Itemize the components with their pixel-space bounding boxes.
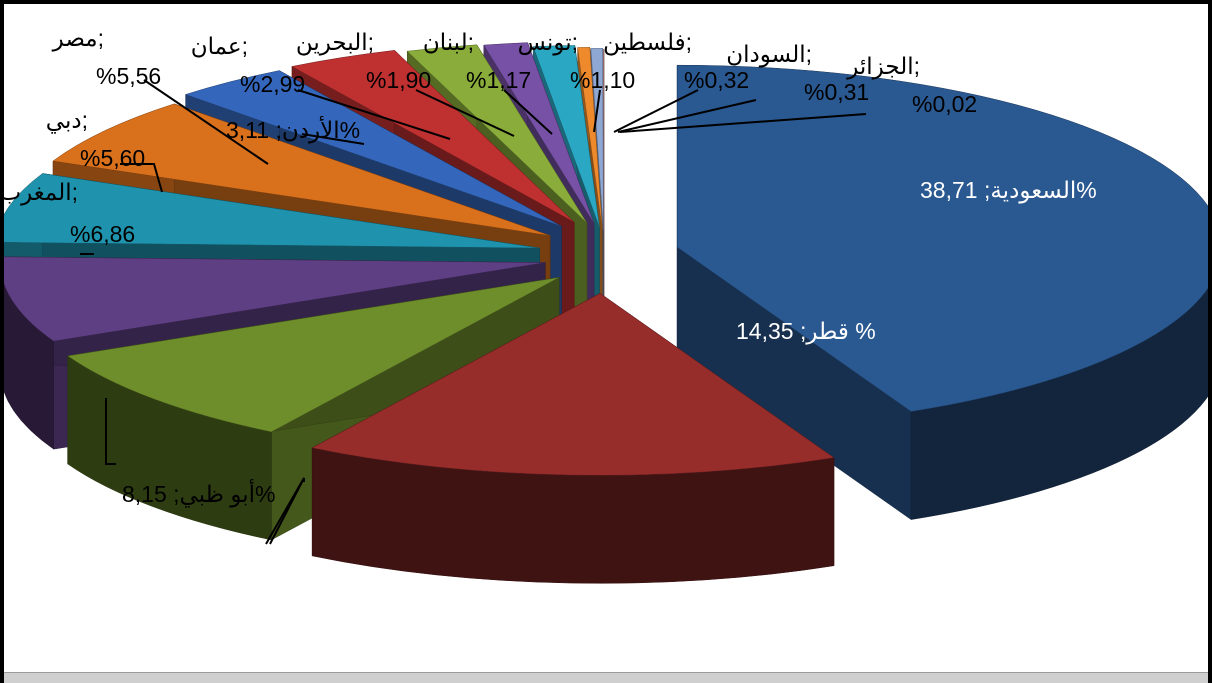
slices-layer [4,42,1208,584]
data-label-bahrain: البحرين; %1,90 [296,29,431,93]
data-label-abu-dhabi: أبو ظبي; 8,15% [122,479,275,508]
leader-line-lebanon [503,89,553,135]
data-label-jordan: الأردن; 3,11% [226,116,360,144]
leader-line-algeria [619,113,867,133]
leader-line-bahrain [415,89,515,137]
data-label-lebanon: لبنان; %1,17 [423,29,531,93]
data-labels: السعودية; 38,71% قطر; 14,35 % أبو ظبي; 8,1… [4,25,1097,508]
pie-slice-qatar [311,292,835,584]
pie-chart: السعودية; 38,71% قطر; 14,35 % أبو ظبي; 8,1… [4,25,1208,584]
data-label-saudi: السعودية; 38,71% [920,177,1097,204]
leader-line-oman [297,89,451,140]
leader-line-abu-dhabi-upper [105,398,116,465]
data-label-palestine: فلسطين; %0,32 [603,29,749,93]
data-label-morocco: المغرب; %6,86 [4,179,135,247]
data-label-dubai: دبي; %5,60 [46,107,145,171]
leader-line-dubai [120,163,163,193]
data-label-algeria: الجزائر; %0,02 [846,53,977,117]
data-label-sudan: السودان; %0,31 [726,41,869,105]
data-label-egypt: مصر; %5,56 [52,25,162,89]
data-label-oman: عمان; %2,99 [191,33,306,97]
data-label-tunisia: تونس; %1,10 [518,29,636,93]
leader-line-tunisia [593,89,601,133]
leader-line-jordan [301,133,365,145]
leader-line-sudan [617,99,757,133]
leader-line-egypt [143,79,269,165]
pie-slice-saudi [676,64,1208,521]
data-label-qatar: قطر; 14,35 % [736,318,876,345]
leader-line-abu-dhabi-lower [265,477,305,545]
leader-lines [80,79,867,545]
leader-line-palestine [613,89,699,133]
